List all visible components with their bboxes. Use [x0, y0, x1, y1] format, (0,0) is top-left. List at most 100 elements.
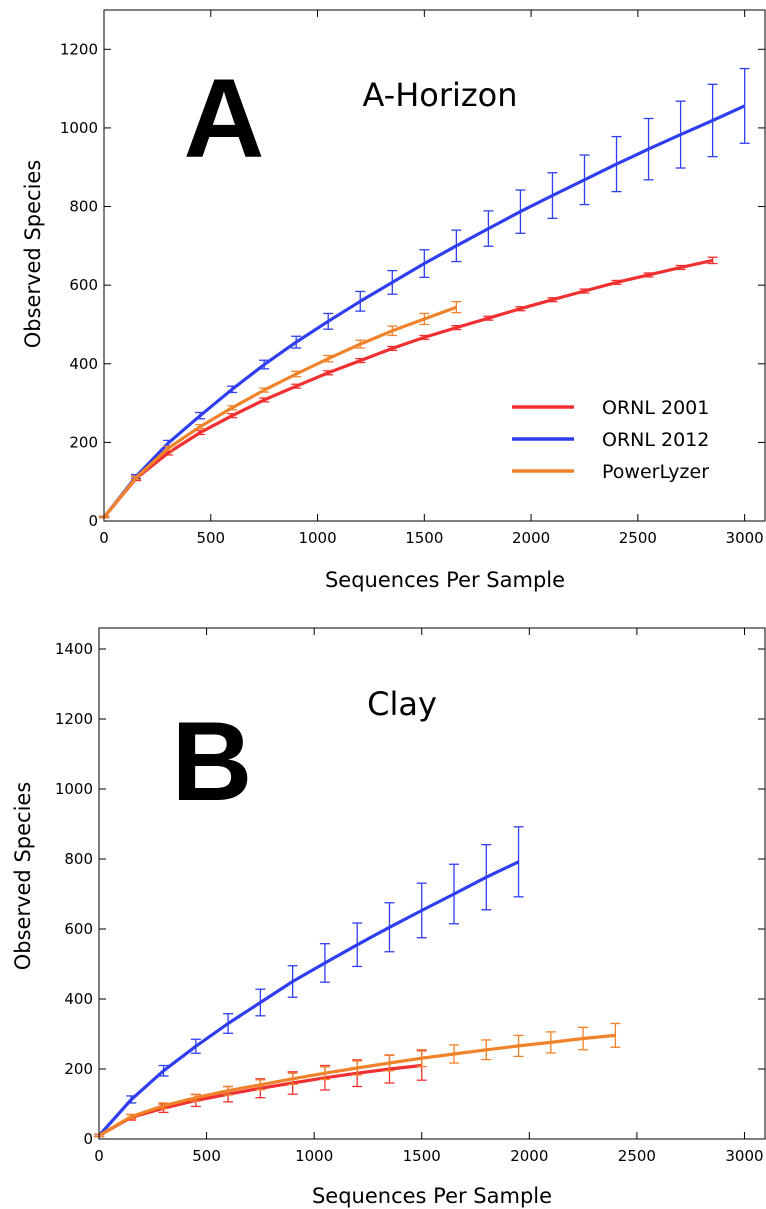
panel-a-x-tick-label: 500 — [196, 529, 225, 547]
panel-a-plot-frame — [103, 9, 766, 522]
panel-a-error-bar-ornl-2012 — [611, 135, 622, 193]
panel-a-error-bar-ornl-2001 — [643, 272, 654, 278]
panel-a-error-bar-ornl-2001 — [675, 264, 686, 271]
panel-a-error-bar-powerlyzer — [163, 445, 174, 451]
panel-a-error-bar-ornl-2012 — [643, 117, 654, 181]
panel-a-error-bar-ornl-2001 — [227, 413, 238, 419]
panel-b-x-tick-label: 3000 — [725, 1147, 763, 1165]
panel-a-legend-label-ornl-2001: ORNL 2001 — [602, 397, 709, 419]
panel-b-y-tick-label: 1400 — [55, 640, 93, 658]
panel-a-error-bar-ornl-2001 — [259, 397, 270, 403]
panel-a-series-ornl-2012 — [99, 67, 750, 519]
panel-b-error-bar-powerlyzer — [190, 1093, 201, 1102]
panel-a-series-line-powerlyzer — [102, 305, 457, 519]
panel-a-error-bar-powerlyzer — [259, 387, 270, 393]
panel-a-error-bar-ornl-2001 — [323, 370, 334, 376]
panel-b-y-tick-label: 1200 — [55, 710, 93, 728]
panel-b-x-axis-label: Sequences Per Sample — [312, 1184, 552, 1208]
panel-b-chart: 0 500 1000 1500 2000 2500 3000 0 200 400 600 800 100… — [11, 627, 766, 1208]
panel-b-y-tick-label: 800 — [64, 850, 93, 868]
panel-b-error-bar-powerlyzer — [352, 1060, 363, 1076]
panel-a-error-bar-ornl-2001 — [611, 279, 622, 286]
panel-b-error-bar-ornl-2012 — [384, 902, 395, 953]
panel-b-error-bar-powerlyzer — [449, 1044, 460, 1064]
panel-b-error-bar-powerlyzer — [287, 1072, 298, 1086]
panel-b-y-axis-label: Observed Species — [11, 782, 35, 971]
panel-a-error-bar-ornl-2012 — [355, 290, 366, 312]
panel-a-error-bar-powerlyzer — [291, 370, 302, 378]
panel-a-x-tick-label: 1000 — [298, 529, 336, 547]
panel-b-y-tick-label: 200 — [64, 1060, 93, 1078]
panel-a-error-bar-ornl-2001 — [387, 345, 398, 352]
panel-b-error-bar-powerlyzer — [384, 1054, 395, 1072]
panel-a-error-bar-powerlyzer — [451, 301, 462, 314]
panel-a-error-bar-ornl-2012 — [451, 229, 462, 263]
panel-b-error-bar-ornl-2012 — [416, 882, 427, 939]
panel-a-legend-label-powerlyzer: PowerLyzer — [602, 461, 709, 483]
panel-b-error-bar-powerlyzer — [126, 1113, 137, 1120]
panel-b-error-bar-powerlyzer — [545, 1031, 556, 1054]
panel-b-y-tick-label: 0 — [83, 1130, 93, 1148]
panel-a-y-tick-label: 0 — [88, 512, 98, 530]
panel-a-error-bar-ornl-2001 — [515, 306, 526, 312]
panel-b-error-bar-powerlyzer — [255, 1079, 266, 1091]
panel-b-series-line-ornl-2001 — [98, 1063, 422, 1137]
panel-b-title: Clay — [367, 685, 437, 723]
panel-a-y-tick-label: 200 — [69, 433, 98, 451]
panel-a-error-bar-ornl-2012 — [739, 67, 750, 144]
panel-b-error-bar-powerlyzer — [319, 1066, 330, 1081]
panel-b-error-bar-powerlyzer — [610, 1022, 621, 1048]
panel-a-x-tick-label: 2000 — [512, 529, 550, 547]
panel-a-series-powerlyzer — [99, 301, 462, 519]
panel-a-error-bar-powerlyzer — [419, 312, 430, 326]
panel-b-error-bar-powerlyzer — [416, 1049, 427, 1068]
panel-b-x-tick-label: 1500 — [403, 1147, 441, 1165]
panel-a-y-tick-label: 600 — [69, 276, 98, 294]
panel-a-error-bar-powerlyzer — [323, 354, 334, 363]
panel-a-y-axis-label: Observed Species — [21, 160, 45, 349]
panel-a-error-bar-ornl-2012 — [259, 359, 270, 370]
panel-b-error-bar-ornl-2012 — [287, 965, 298, 998]
panel-a-error-bar-ornl-2012 — [419, 249, 430, 278]
panel-a-error-bar-ornl-2012 — [675, 100, 686, 169]
panel-b-error-bar-ornl-2012 — [223, 1013, 234, 1034]
panel-b-error-bar-powerlyzer — [481, 1039, 492, 1061]
panel-a-error-bar-ornl-2012 — [547, 172, 558, 219]
panel-b-x-tick-label: 0 — [94, 1147, 104, 1165]
panel-a-error-bar-ornl-2012 — [483, 210, 494, 247]
panel-a-x-axis-label: Sequences Per Sample — [325, 568, 565, 592]
panel-b-error-bar-ornl-2012 — [190, 1038, 201, 1054]
panel-a-error-bar-ornl-2012 — [579, 154, 590, 206]
panel-a-legend: ORNL 2001 ORNL 2012 PowerLyzer — [512, 397, 709, 483]
panel-a-error-bar-ornl-2012 — [515, 189, 526, 234]
panel-a-error-bar-powerlyzer — [355, 339, 366, 349]
panel-b-series-line-ornl-2012 — [98, 860, 520, 1137]
panel-a-error-bar-ornl-2001 — [579, 288, 590, 294]
panel-a-y-tick-label: 1000 — [60, 119, 98, 137]
panel-a-error-bar-ornl-2001 — [355, 358, 366, 364]
panel-a-series-line-ornl-2001 — [102, 258, 713, 519]
panel-b-y-tick-label: 1000 — [55, 780, 93, 798]
panel-a-title: A-Horizon — [362, 76, 517, 114]
panel-b-x-tick-label: 500 — [192, 1147, 221, 1165]
panel-b-y-tick-label: 600 — [64, 920, 93, 938]
panel-a-error-bar-ornl-2012 — [195, 411, 206, 420]
panel-b-y-tick-label: 400 — [64, 990, 93, 1008]
panel-a-error-bar-ornl-2001 — [451, 324, 462, 331]
panel-b-x-tick-label: 1000 — [295, 1147, 333, 1165]
panel-a-error-bar-ornl-2001 — [419, 334, 430, 341]
panel-b-letter: B — [172, 699, 253, 824]
panel-a-error-bar-ornl-2012 — [387, 269, 398, 295]
panel-a-error-bar-ornl-2001 — [291, 383, 302, 389]
panel-a-error-bar-ornl-2012 — [323, 312, 334, 330]
panel-a-error-bar-powerlyzer — [387, 325, 398, 337]
panel-b-error-bar-ornl-2012 — [158, 1064, 169, 1077]
panel-a-y-tick-label: 400 — [69, 355, 98, 373]
panel-a-letter: A — [184, 56, 265, 181]
panel-b-error-bar-ornl-2012 — [255, 988, 266, 1017]
panel-b-plot-frame — [98, 627, 766, 1140]
panel-a-error-bar-ornl-2012 — [227, 385, 238, 394]
panel-b-error-bar-powerlyzer — [578, 1026, 589, 1051]
panel-a-x-tick-label: 1500 — [405, 529, 443, 547]
